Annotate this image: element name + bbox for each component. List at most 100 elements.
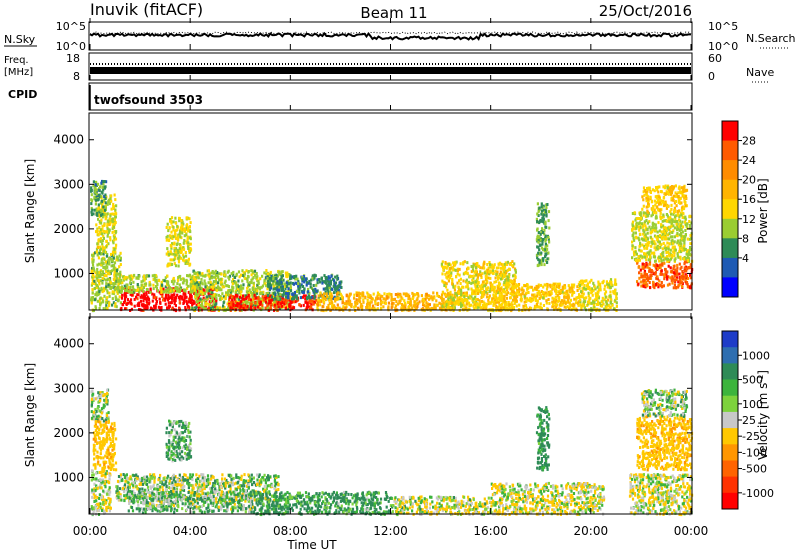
data-cell — [646, 265, 649, 269]
data-cell — [475, 273, 478, 277]
data-cell — [646, 214, 649, 218]
data-cell — [670, 279, 673, 282]
data-cell — [458, 295, 462, 299]
data-cell — [237, 285, 240, 289]
data-cell — [110, 207, 113, 211]
data-cell — [409, 299, 412, 303]
data-cell — [243, 303, 246, 307]
data-cell — [642, 232, 645, 236]
data-cell — [315, 289, 318, 293]
data-cell — [678, 272, 681, 276]
data-cell — [174, 247, 178, 251]
data-cell — [144, 307, 147, 310]
data-cell — [104, 287, 107, 291]
data-cell — [221, 297, 224, 300]
data-cell — [476, 264, 479, 268]
data-cell — [676, 263, 679, 267]
data-cell — [169, 289, 172, 293]
data-cell — [441, 272, 444, 276]
data-cell — [146, 304, 149, 308]
data-cell — [112, 205, 115, 209]
data-cell — [596, 285, 599, 289]
data-cell — [658, 279, 661, 283]
data-cell — [244, 277, 247, 280]
data-cell — [675, 222, 678, 226]
data-cell — [198, 284, 202, 288]
data-cell — [98, 290, 101, 294]
data-cell — [417, 302, 420, 305]
data-cell — [615, 304, 618, 308]
data-cell — [483, 261, 486, 265]
data-cell — [110, 252, 113, 256]
data-cell — [501, 275, 504, 279]
data-cell — [631, 247, 634, 251]
data-cell — [491, 283, 494, 287]
data-cell — [202, 306, 205, 310]
data-cell — [103, 286, 106, 290]
data-cell — [110, 199, 113, 203]
data-cell — [367, 295, 370, 299]
data-cell — [504, 261, 507, 265]
data-cell — [95, 291, 98, 295]
data-cell — [452, 266, 455, 270]
data-cell — [504, 290, 507, 294]
data-cell — [631, 222, 634, 226]
data-cell — [579, 290, 583, 294]
data-cell — [647, 243, 650, 247]
data-cell — [513, 278, 516, 282]
data-cell — [479, 306, 482, 310]
data-cell — [452, 306, 455, 310]
data-cell — [593, 306, 596, 310]
data-cell — [537, 263, 540, 267]
data-cell — [112, 221, 115, 225]
data-cell — [102, 307, 105, 311]
data-cell — [483, 280, 486, 284]
data-cell — [570, 283, 573, 287]
data-cell — [431, 298, 434, 302]
data-cell — [481, 280, 485, 284]
data-cell — [684, 220, 687, 224]
data-cell — [327, 290, 330, 294]
data-cell — [593, 307, 596, 311]
data-cell — [364, 296, 367, 300]
data-cell — [157, 305, 160, 309]
data-cell — [240, 284, 243, 288]
data-cell — [468, 294, 471, 298]
data-cell — [683, 216, 686, 220]
data-cell — [440, 262, 443, 266]
data-cell — [205, 301, 208, 305]
data-cell — [199, 303, 202, 307]
data-cell — [204, 274, 207, 278]
data-cell — [518, 293, 521, 297]
data-cell — [173, 293, 176, 297]
data-cell — [583, 284, 586, 287]
data-cell — [542, 208, 546, 212]
data-cell — [91, 273, 95, 277]
data-cell — [640, 275, 643, 279]
data-cell — [103, 213, 106, 217]
data-cell — [452, 261, 455, 265]
data-cell — [100, 181, 103, 185]
data-cell — [540, 231, 543, 235]
data-cell — [489, 301, 492, 305]
data-cell — [103, 294, 106, 298]
data-cell — [442, 280, 445, 284]
data-cell — [662, 226, 666, 230]
data-cell — [686, 284, 689, 288]
data-cell — [119, 270, 122, 274]
data-cell — [181, 295, 184, 299]
data-cell — [334, 299, 337, 303]
data-cell — [272, 287, 275, 291]
data-cell — [663, 261, 666, 265]
data-cell — [590, 301, 593, 305]
data-cell — [173, 249, 176, 252]
data-cell — [455, 301, 459, 305]
data-cell — [673, 251, 676, 255]
data-cell — [665, 219, 668, 223]
data-cell — [380, 302, 383, 306]
data-cell — [102, 229, 106, 233]
data-cell — [102, 289, 106, 293]
data-cell — [463, 295, 466, 299]
data-cell — [113, 288, 117, 292]
data-cell — [221, 292, 224, 296]
